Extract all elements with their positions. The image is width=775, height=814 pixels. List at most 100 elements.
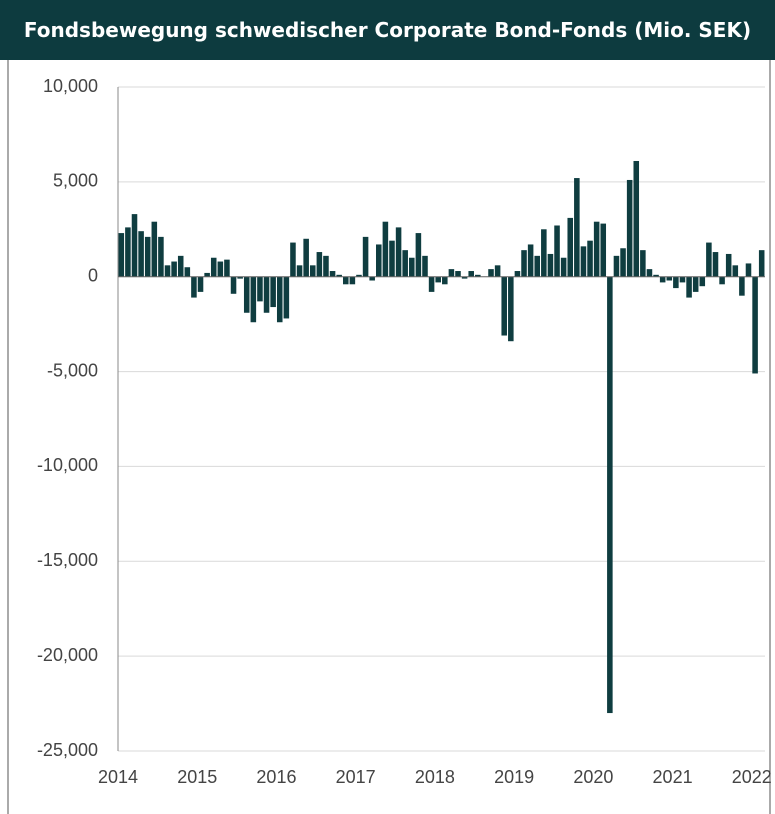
bar [118,233,125,277]
bar [633,160,640,277]
y-tick-label: 10,000 [43,76,98,96]
x-tick-label: 2020 [573,767,613,787]
bar [303,238,309,277]
bar [554,225,560,277]
bar [574,178,580,277]
x-tick-label: 2014 [98,767,138,787]
bar [158,236,164,277]
bar [210,257,217,277]
bar [732,265,739,277]
bar [442,276,448,285]
bar [673,276,679,289]
bar [752,276,758,374]
bar [415,233,422,277]
bar [508,276,514,342]
bar [369,276,375,281]
bar [653,274,659,277]
x-tick-label: 2021 [653,767,693,787]
bar [389,240,395,277]
bar [409,257,415,277]
bar [600,223,607,277]
bar [613,255,620,277]
bar [243,276,250,313]
bar [204,272,210,277]
x-tick-label: 2022 [732,767,772,787]
bar [329,271,336,277]
bar [567,217,574,277]
y-tick-label: 5,000 [53,171,98,191]
bar [699,276,706,287]
bar [382,221,389,277]
bar [580,246,587,277]
bar [428,276,435,292]
bar [342,276,349,285]
bar [402,250,408,277]
bar [422,255,428,277]
bar [138,231,144,277]
bar [131,214,138,277]
bar [659,276,666,283]
bar [395,227,402,277]
bar [184,267,191,277]
bar [217,261,224,277]
bar [475,274,481,277]
x-tick-label: 2019 [494,767,534,787]
bar [309,265,316,277]
bar [362,236,369,277]
x-tick-label: 2016 [256,767,296,787]
y-tick-label: -10,000 [37,455,98,475]
bar [488,269,494,277]
bar [224,259,230,277]
bar [547,253,554,277]
bar [666,276,673,281]
x-tick-label: 2017 [336,767,376,787]
bar [706,242,712,277]
bar [290,242,296,277]
bar [448,269,455,277]
y-tick-label: -15,000 [37,550,98,570]
bar [587,240,593,277]
bar [501,276,507,336]
bar [151,221,158,277]
bar [177,255,184,277]
bar [646,269,653,277]
x-tick-label: 2018 [415,767,455,787]
bar [626,179,633,277]
bar [607,276,613,714]
bar [197,276,204,292]
bar [376,244,382,277]
bar [250,276,257,323]
bar [356,274,362,277]
bar [455,271,461,277]
bar [125,227,131,277]
bar [541,229,547,277]
bar [461,276,468,279]
bar [725,253,732,277]
bar [712,252,719,277]
y-tick-label: -25,000 [37,740,98,760]
bar [263,276,270,313]
bar [593,221,600,277]
bar [257,276,263,302]
bar [640,250,646,277]
bar [164,265,171,277]
bar [191,276,197,298]
bar [435,276,441,283]
bar [270,276,276,308]
bar [719,276,725,285]
bar [494,265,501,277]
bar [534,255,541,277]
bar [336,274,342,277]
bar [739,276,745,296]
bar [692,276,699,292]
y-tick-label: -20,000 [37,645,98,665]
chart-title: Fondsbewegung schwedischer Corporate Bon… [0,0,775,60]
bar [276,276,283,323]
bar [686,276,692,298]
x-tick-label: 2015 [177,767,217,787]
bar [527,244,534,277]
bar [758,250,765,277]
bar [514,271,521,277]
